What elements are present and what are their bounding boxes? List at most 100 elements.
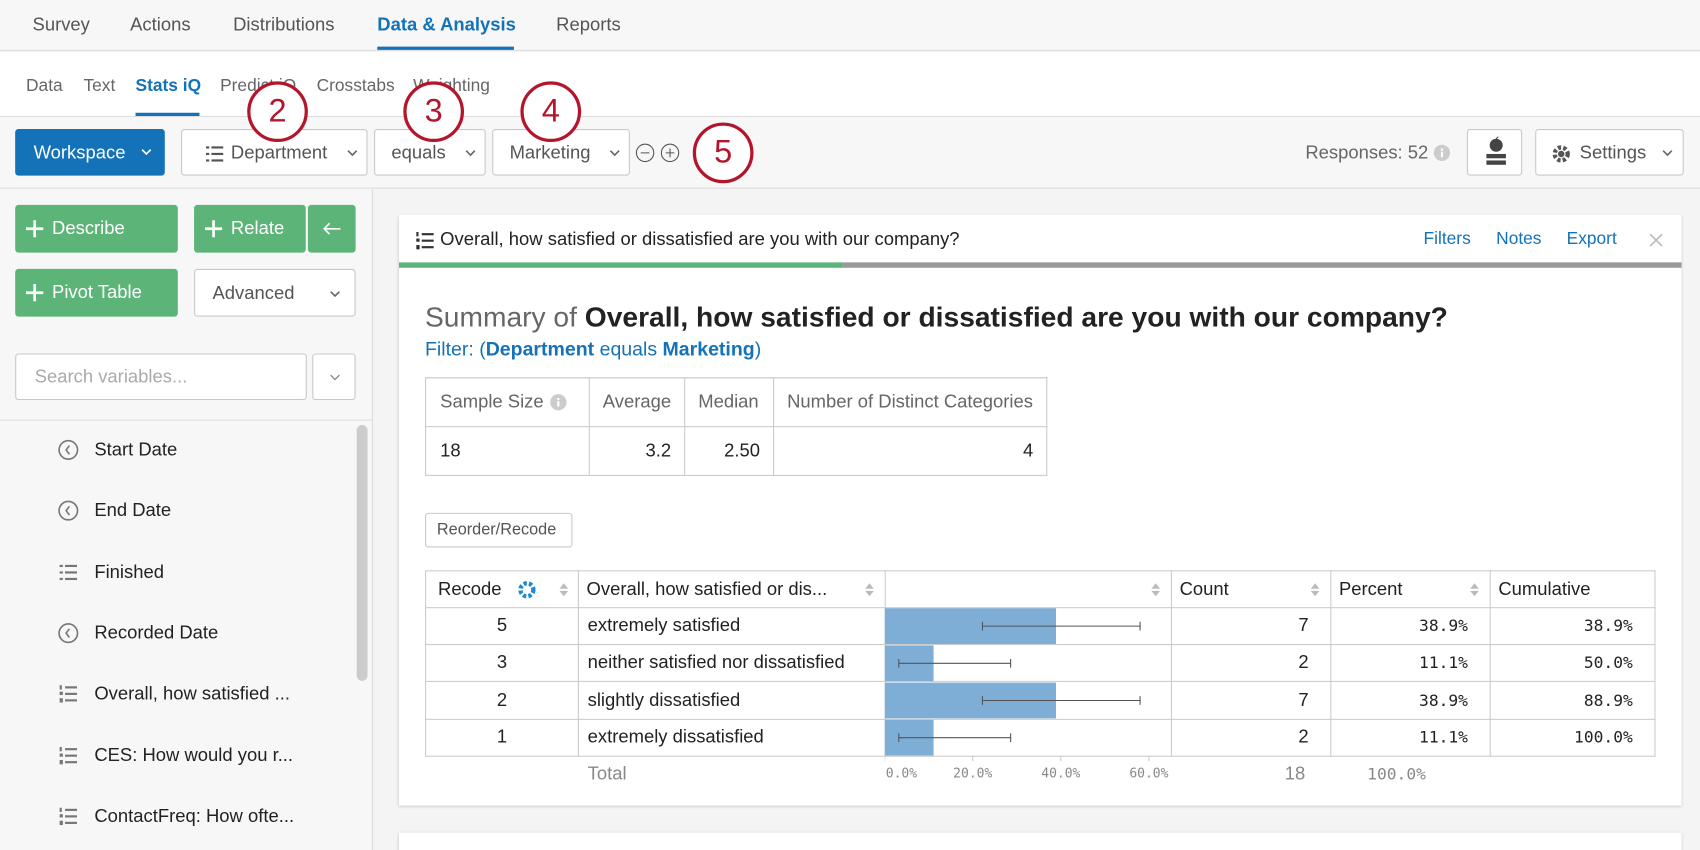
chevron	[1662, 150, 1673, 157]
text-part: Department	[485, 338, 595, 360]
relate-button[interactable]: Relate	[194, 204, 306, 253]
stats-header: Median	[684, 377, 775, 428]
list-icon	[205, 146, 224, 162]
header-text: Count	[1179, 578, 1229, 600]
table-cell: slightly dissatisfied	[577, 681, 886, 720]
variable-name[interactable]: Recorded Date	[94, 622, 219, 643]
x-tick-label: 20.0%	[953, 766, 992, 781]
sub-tab[interactable]: Crosstabs	[316, 76, 395, 96]
chevron	[141, 149, 152, 156]
variable-name[interactable]: End Date	[94, 500, 172, 521]
nav-tab[interactable]: Survey	[32, 14, 90, 35]
label: Department	[230, 142, 328, 163]
summary-heading: Summary of Overall, how satisfied or dis…	[425, 299, 1448, 334]
stats-value: 4	[1022, 440, 1034, 461]
percent-value: 38.9%	[1419, 615, 1468, 636]
text-part: Filter: (	[424, 338, 486, 360]
table-cell: 2	[1170, 718, 1332, 757]
variable-icon	[59, 807, 77, 825]
table-cell	[884, 607, 1172, 646]
book-icon	[1486, 136, 1506, 165]
stats-cell: 2.50	[684, 426, 775, 476]
reorder-button[interactable]: Reorder/Recode	[424, 512, 573, 548]
sub-tab[interactable]: Data	[26, 76, 63, 96]
text-part: )	[754, 338, 762, 360]
category-label: slightly dissatisfied	[587, 689, 741, 710]
nav-tab[interactable]: Data & Analysis	[377, 14, 516, 35]
table-cell: 38.9%	[1330, 681, 1491, 720]
settings-button[interactable]: Settings	[1535, 129, 1684, 176]
callout: 5	[692, 122, 754, 184]
nav-tab[interactable]: Reports	[556, 14, 621, 35]
workspace-button[interactable]: Workspace	[15, 129, 165, 176]
error-bar	[898, 733, 1012, 743]
top-nav	[0, 0, 1700, 51]
category-label: extremely satisfied	[587, 614, 741, 636]
add-condition[interactable]	[660, 143, 680, 163]
percent-value: 100.0%	[1574, 727, 1633, 747]
x-tick-label: 0.0%	[886, 766, 917, 781]
callout: 4	[520, 81, 582, 143]
card-link[interactable]: Export	[1566, 229, 1617, 249]
variable-icon	[58, 500, 79, 521]
table-header[interactable]: Count	[1170, 570, 1332, 609]
header-text: Overall, how satisfied or dis...	[586, 578, 828, 600]
table-header[interactable]: Cumulative	[1489, 570, 1656, 609]
variable-name[interactable]: ContactFreq: How ofte...	[94, 805, 295, 826]
book-button[interactable]	[1466, 129, 1523, 176]
percent-value: 38.9%	[1583, 615, 1633, 636]
header-text: Average	[602, 391, 672, 412]
variable-icon	[59, 685, 77, 703]
variable-name[interactable]: CES: How would you r...	[94, 744, 294, 765]
recode-value: 5	[496, 614, 508, 636]
close-icon[interactable]	[1649, 233, 1663, 247]
label: Marketing	[509, 142, 591, 163]
variable-icon	[58, 623, 79, 644]
variable-name[interactable]: Finished	[94, 561, 164, 582]
pivot-table-button[interactable]: Pivot Table	[15, 268, 178, 317]
error-bar	[981, 696, 1141, 705]
sub-tab[interactable]: Stats iQ	[135, 76, 202, 96]
plus	[26, 220, 44, 238]
stats-value: 3.2	[645, 440, 672, 461]
percent-value: 50.0%	[1583, 652, 1633, 673]
variable-name[interactable]: Overall, how satisfied ...	[94, 683, 290, 704]
chevron	[609, 150, 620, 157]
x-tick-label: 60.0%	[1129, 766, 1168, 781]
describe-button[interactable]: Describe	[15, 204, 178, 253]
nav-tab[interactable]: Distributions	[233, 14, 335, 35]
label: equals	[391, 142, 446, 163]
callout: 3	[403, 81, 465, 143]
total-label: Total	[587, 763, 627, 784]
card-title: Overall, how satisfied or dissatisfied a…	[440, 228, 960, 250]
collapse-button[interactable]	[307, 204, 356, 253]
variable-name[interactable]: Start Date	[94, 439, 178, 460]
card-link[interactable]: Notes	[1496, 229, 1542, 249]
advanced-dropdown[interactable]: Advanced	[194, 268, 356, 317]
remove-condition[interactable]	[635, 143, 655, 163]
info-icon	[550, 394, 567, 411]
scrollbar	[356, 424, 368, 681]
table-header[interactable]: Percent	[1330, 570, 1491, 609]
table-cell: 38.9%	[1489, 607, 1656, 646]
callout-number: 3	[424, 93, 443, 130]
table-header[interactable]: Overall, how satisfied or dis...	[577, 570, 886, 609]
sort-icon	[1151, 583, 1161, 597]
total-count: 18	[1284, 763, 1306, 784]
search-input[interactable]: Search variables...	[15, 353, 307, 401]
card-link[interactable]: Filters	[1423, 229, 1471, 249]
x-tick-label: 40.0%	[1041, 766, 1080, 781]
search-dropdown[interactable]	[312, 353, 356, 401]
table-header[interactable]	[884, 570, 1172, 609]
callout-number: 2	[268, 93, 287, 130]
stats-cell: 18	[424, 426, 590, 476]
variable-icon	[58, 439, 79, 460]
stats-header: Sample Size	[424, 377, 590, 428]
plus	[26, 284, 44, 302]
category-label: neither satisfied nor dissatisfied	[587, 651, 845, 673]
count-value: 7	[1298, 614, 1309, 636]
progress-rest	[842, 262, 1682, 268]
sub-tab[interactable]: Text	[83, 76, 116, 96]
table-header[interactable]: Recode	[424, 570, 579, 609]
nav-tab[interactable]: Actions	[130, 14, 191, 35]
